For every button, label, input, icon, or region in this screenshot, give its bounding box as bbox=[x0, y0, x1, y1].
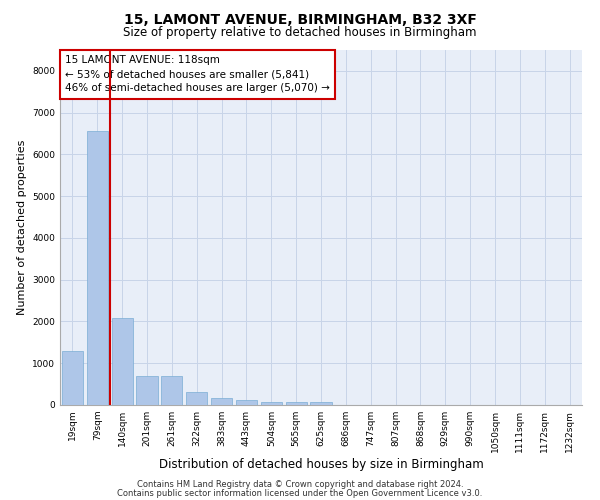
Bar bbox=[87, 132, 108, 405]
Bar bbox=[286, 402, 307, 405]
Text: Contains HM Land Registry data © Crown copyright and database right 2024.: Contains HM Land Registry data © Crown c… bbox=[137, 480, 463, 489]
Text: Size of property relative to detached houses in Birmingham: Size of property relative to detached ho… bbox=[123, 26, 477, 39]
Bar bbox=[112, 318, 133, 405]
Y-axis label: Number of detached properties: Number of detached properties bbox=[17, 140, 26, 315]
Bar bbox=[136, 376, 158, 405]
Bar bbox=[62, 350, 83, 405]
Bar bbox=[211, 398, 232, 405]
Bar bbox=[261, 402, 282, 405]
X-axis label: Distribution of detached houses by size in Birmingham: Distribution of detached houses by size … bbox=[158, 458, 484, 470]
Bar bbox=[186, 392, 207, 405]
Text: 15 LAMONT AVENUE: 118sqm
← 53% of detached houses are smaller (5,841)
46% of sem: 15 LAMONT AVENUE: 118sqm ← 53% of detach… bbox=[65, 56, 330, 94]
Bar bbox=[161, 376, 182, 405]
Bar bbox=[236, 400, 257, 405]
Text: Contains public sector information licensed under the Open Government Licence v3: Contains public sector information licen… bbox=[118, 488, 482, 498]
Bar bbox=[310, 402, 332, 405]
Text: 15, LAMONT AVENUE, BIRMINGHAM, B32 3XF: 15, LAMONT AVENUE, BIRMINGHAM, B32 3XF bbox=[124, 12, 476, 26]
